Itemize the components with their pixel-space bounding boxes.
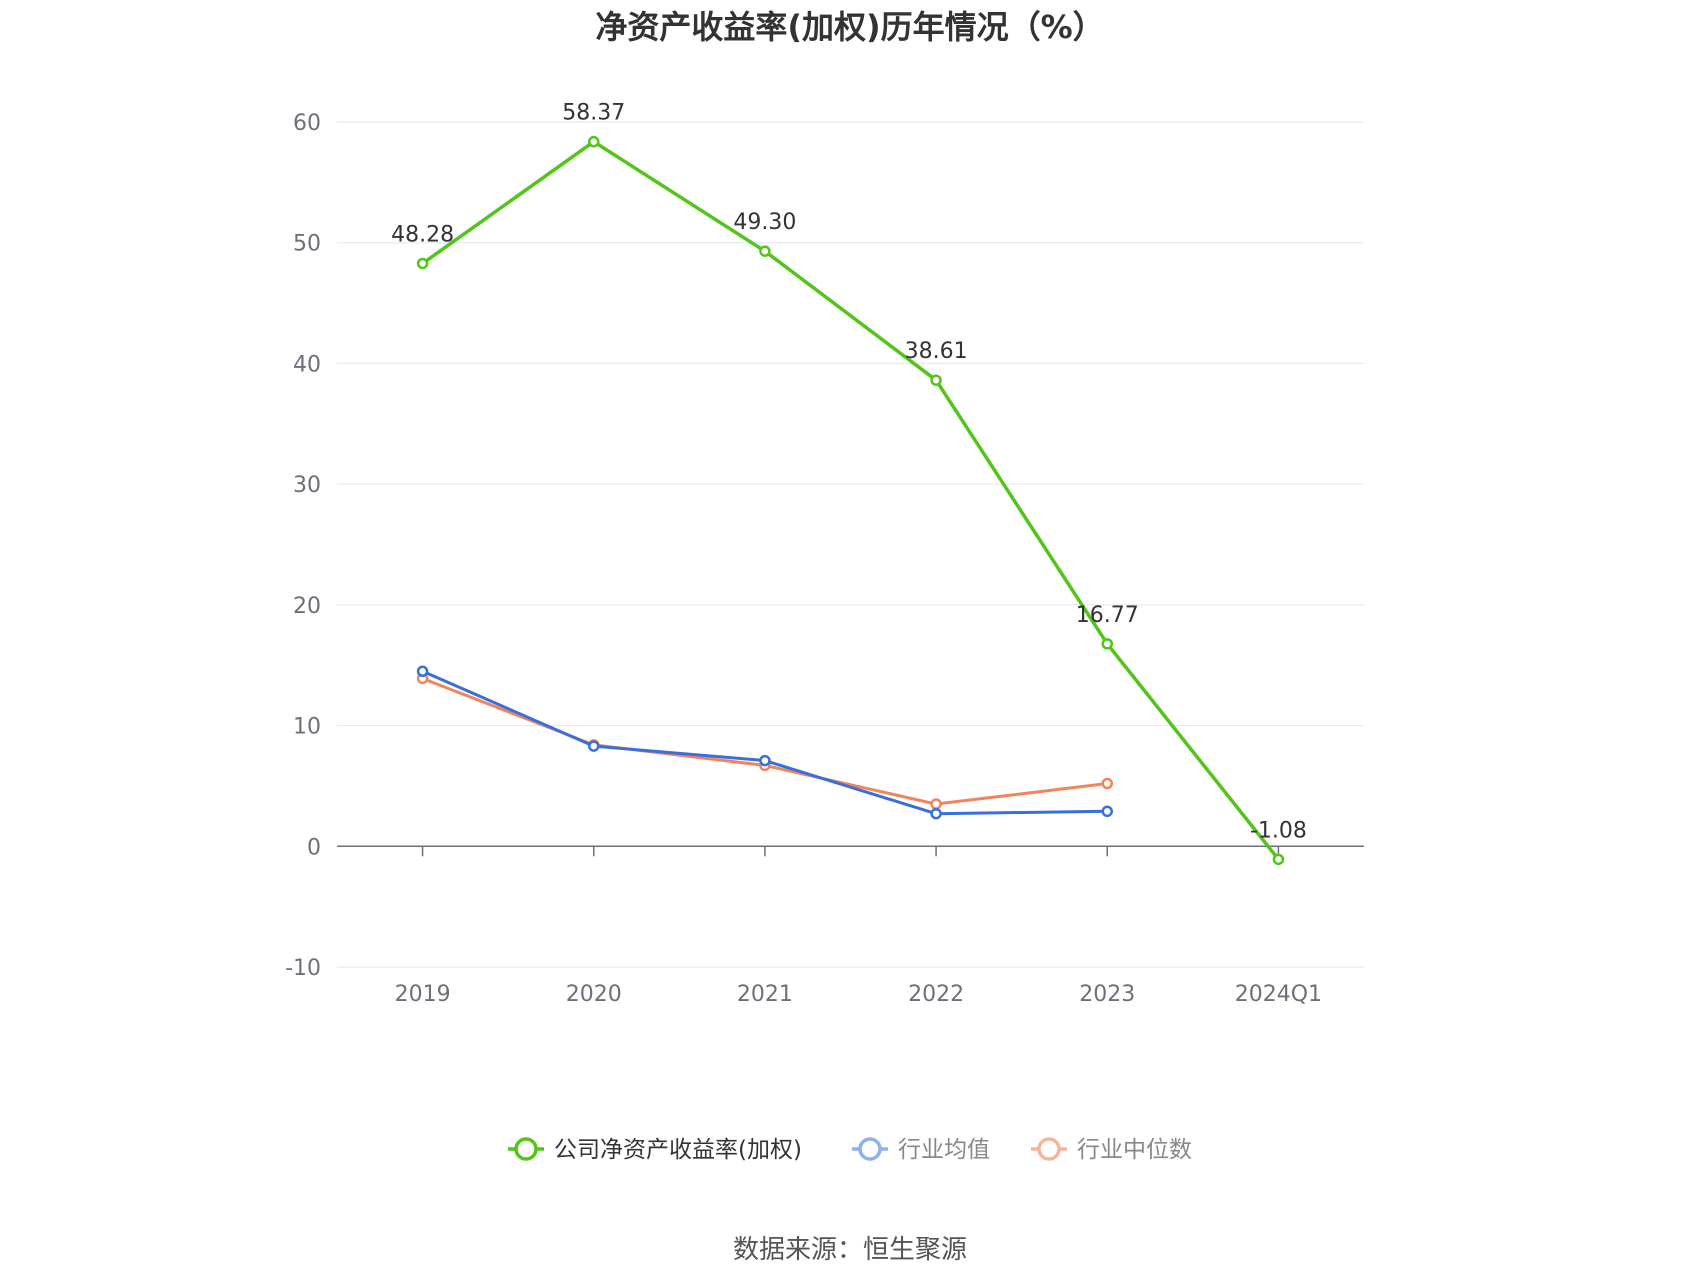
y-tick-label: 40 bbox=[293, 352, 321, 377]
x-tick-label: 2020 bbox=[566, 982, 622, 1007]
series-line-1 bbox=[421, 669, 1108, 816]
data-label: 48.28 bbox=[391, 222, 454, 247]
series-line-2 bbox=[422, 677, 1108, 806]
y-axis: -10 0 10 20 30 40 50 60 bbox=[285, 111, 321, 981]
y-tick-label: 20 bbox=[293, 594, 321, 619]
legend-marker bbox=[1037, 1137, 1061, 1161]
data-point bbox=[416, 257, 429, 270]
data-point bbox=[759, 754, 771, 767]
legend-label: 行业均值 bbox=[898, 1137, 990, 1163]
y-tick-label: 0 bbox=[307, 835, 321, 860]
data-point bbox=[930, 807, 942, 820]
y-tick-label: -10 bbox=[285, 956, 321, 981]
data-point bbox=[588, 135, 600, 148]
x-tick-label: 2019 bbox=[395, 982, 451, 1007]
data-point bbox=[1101, 805, 1113, 818]
data-point bbox=[588, 740, 600, 752]
data-label: -1.08 bbox=[1250, 818, 1307, 843]
data-point bbox=[1272, 853, 1285, 866]
data-point bbox=[416, 665, 429, 677]
legend-label: 公司净资产收益率(加权) bbox=[554, 1137, 802, 1163]
x-tick-label: 2022 bbox=[908, 982, 964, 1007]
y-tick-label: 60 bbox=[293, 111, 321, 136]
x-tick-label: 2021 bbox=[737, 982, 793, 1007]
legend-label: 行业中位数 bbox=[1077, 1137, 1192, 1163]
series-group bbox=[416, 135, 1285, 866]
grid-lines bbox=[337, 121, 1364, 968]
data-point bbox=[930, 374, 942, 386]
series-line-0 bbox=[421, 139, 1280, 861]
y-tick-label: 50 bbox=[293, 232, 321, 257]
data-labels: 48.28 58.37 49.30 38.61 16.77 -1.08 bbox=[391, 101, 1307, 844]
data-point bbox=[1101, 777, 1113, 790]
data-label: 49.30 bbox=[733, 210, 796, 235]
y-tick-label: 30 bbox=[293, 473, 321, 498]
data-label: 16.77 bbox=[1076, 603, 1139, 628]
data-point bbox=[759, 245, 771, 257]
legend-item-2[interactable]: 行业中位数 bbox=[1031, 1137, 1192, 1163]
data-point bbox=[1101, 638, 1113, 650]
legend-marker bbox=[514, 1137, 538, 1161]
data-label: 38.61 bbox=[905, 339, 968, 364]
x-tick-label: 2024Q1 bbox=[1235, 982, 1322, 1007]
y-tick-label: 10 bbox=[293, 715, 321, 740]
legend-item-1[interactable]: 行业均值 bbox=[852, 1137, 990, 1163]
x-tick-label: 2023 bbox=[1079, 982, 1135, 1007]
x-axis: 2019 2020 2021 2022 2023 2024Q1 bbox=[395, 846, 1322, 1007]
data-point bbox=[930, 798, 942, 810]
legend-item-0[interactable]: 公司净资产收益率(加权) bbox=[508, 1137, 802, 1163]
data-label: 58.37 bbox=[562, 101, 625, 126]
data-source: 数据来源：恒生聚源 bbox=[733, 1235, 967, 1265]
legend: 公司净资产收益率(加权) 行业均值 行业中位数 bbox=[508, 1137, 1192, 1163]
chart-title: 净资产收益率(加权)历年情况（%） bbox=[595, 8, 1104, 46]
legend-marker bbox=[858, 1137, 882, 1161]
